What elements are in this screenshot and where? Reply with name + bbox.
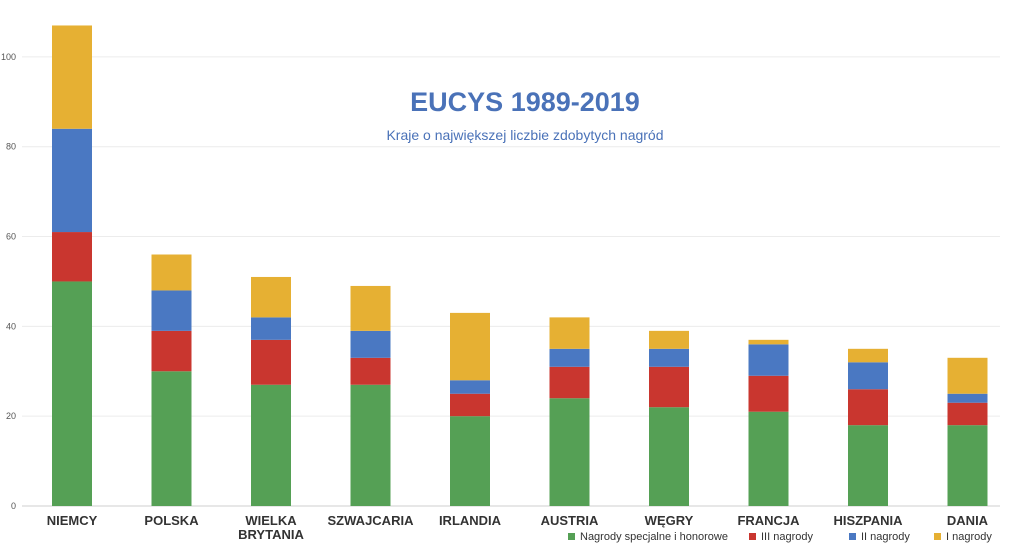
bars	[52, 25, 988, 506]
y-axis: 0 20 40 60 80 100	[1, 52, 16, 511]
legend-item: I nagrody	[934, 531, 992, 543]
legend-item: III nagrody	[749, 531, 813, 543]
bar-stack	[151, 254, 192, 506]
y-tick-label: 40	[6, 321, 16, 331]
bar-segment	[848, 389, 888, 426]
bar-segment	[52, 128, 92, 233]
bar-segment	[549, 317, 590, 349]
bar-segment	[251, 339, 291, 385]
bar-segment	[251, 276, 291, 318]
bar-segment	[649, 348, 689, 367]
bar-segment	[748, 411, 789, 506]
bar-segment	[151, 254, 192, 291]
bar-segment	[748, 344, 789, 376]
bar-segment	[450, 393, 490, 417]
x-axis: NIEMCY POLSKA WIELKA BRYTANIA SZWAJCARIA IRLA…	[47, 513, 989, 542]
bar-segment	[947, 425, 988, 506]
bar-segment	[151, 371, 192, 506]
bar-segment	[52, 281, 92, 506]
bar-stack	[549, 317, 590, 506]
bar-segment	[748, 339, 789, 345]
x-tick-label: HISZPANIA	[833, 513, 903, 528]
bar-stack	[649, 330, 689, 506]
legend-swatch	[749, 533, 756, 540]
bar-segment	[649, 330, 689, 349]
bar-stack	[947, 357, 988, 506]
legend-swatch	[934, 533, 941, 540]
bar-stack	[52, 25, 92, 506]
y-tick-label: 20	[6, 411, 16, 421]
bar-segment	[748, 375, 789, 412]
x-tick-label: DANIA	[947, 513, 989, 528]
bar-segment	[649, 366, 689, 408]
bar-stack	[251, 276, 291, 506]
legend: Nagrody specjalne i honorowe III nagrody I…	[568, 531, 992, 543]
bar-segment	[549, 348, 590, 367]
legend-label: I nagrody	[946, 531, 992, 543]
bar-segment	[848, 348, 888, 363]
legend-label: II nagrody	[861, 531, 910, 543]
bar-segment	[52, 25, 92, 129]
x-tick-label: IRLANDIA	[439, 513, 502, 528]
y-tick-label: 0	[11, 501, 16, 511]
bar-segment	[350, 384, 391, 506]
bar-segment	[350, 357, 391, 385]
bar-segment	[549, 366, 590, 399]
bar-stack	[848, 348, 888, 506]
bar-segment	[848, 425, 888, 506]
x-tick-label: AUSTRIA	[541, 513, 599, 528]
legend-item: Nagrody specjalne i honorowe	[568, 531, 728, 543]
legend-label: III nagrody	[761, 531, 813, 543]
bar-segment	[350, 330, 391, 358]
bar-segment	[947, 393, 988, 403]
chart-subtitle: Kraje o największej liczbie zdobytych na…	[386, 127, 663, 143]
x-tick-label: NIEMCY	[47, 513, 98, 528]
legend-item: II nagrody	[849, 531, 910, 543]
bar-stack	[450, 312, 490, 506]
bar-segment	[151, 330, 192, 372]
bar-segment	[450, 312, 490, 381]
legend-label: Nagrody specjalne i honorowe	[580, 531, 728, 543]
bar-stack	[748, 339, 789, 506]
x-tick-label: WIELKA BRYTANIA	[238, 513, 304, 542]
bar-segment	[251, 384, 291, 506]
bar-segment	[947, 402, 988, 426]
bar-segment	[450, 380, 490, 394]
y-tick-label: 60	[6, 232, 16, 242]
bar-segment	[52, 232, 92, 282]
bar-segment	[251, 317, 291, 340]
bar-segment	[649, 407, 689, 506]
x-tick-label: FRANCJA	[737, 513, 800, 528]
legend-swatch	[849, 533, 856, 540]
bar-stack	[350, 285, 391, 506]
bar-segment	[848, 362, 888, 390]
x-tick-label: POLSKA	[144, 513, 199, 528]
bar-segment	[350, 285, 391, 331]
y-tick-label: 100	[1, 52, 16, 62]
bar-segment	[450, 416, 490, 506]
bar-segment	[947, 357, 988, 394]
x-tick-label: WĘGRY	[645, 513, 694, 528]
legend-swatch	[568, 533, 575, 540]
y-tick-label: 80	[6, 142, 16, 152]
x-tick-label: SZWAJCARIA	[328, 513, 415, 528]
bar-segment	[151, 290, 192, 331]
chart-title: EUCYS 1989-2019	[410, 87, 640, 117]
bar-segment	[549, 398, 590, 506]
